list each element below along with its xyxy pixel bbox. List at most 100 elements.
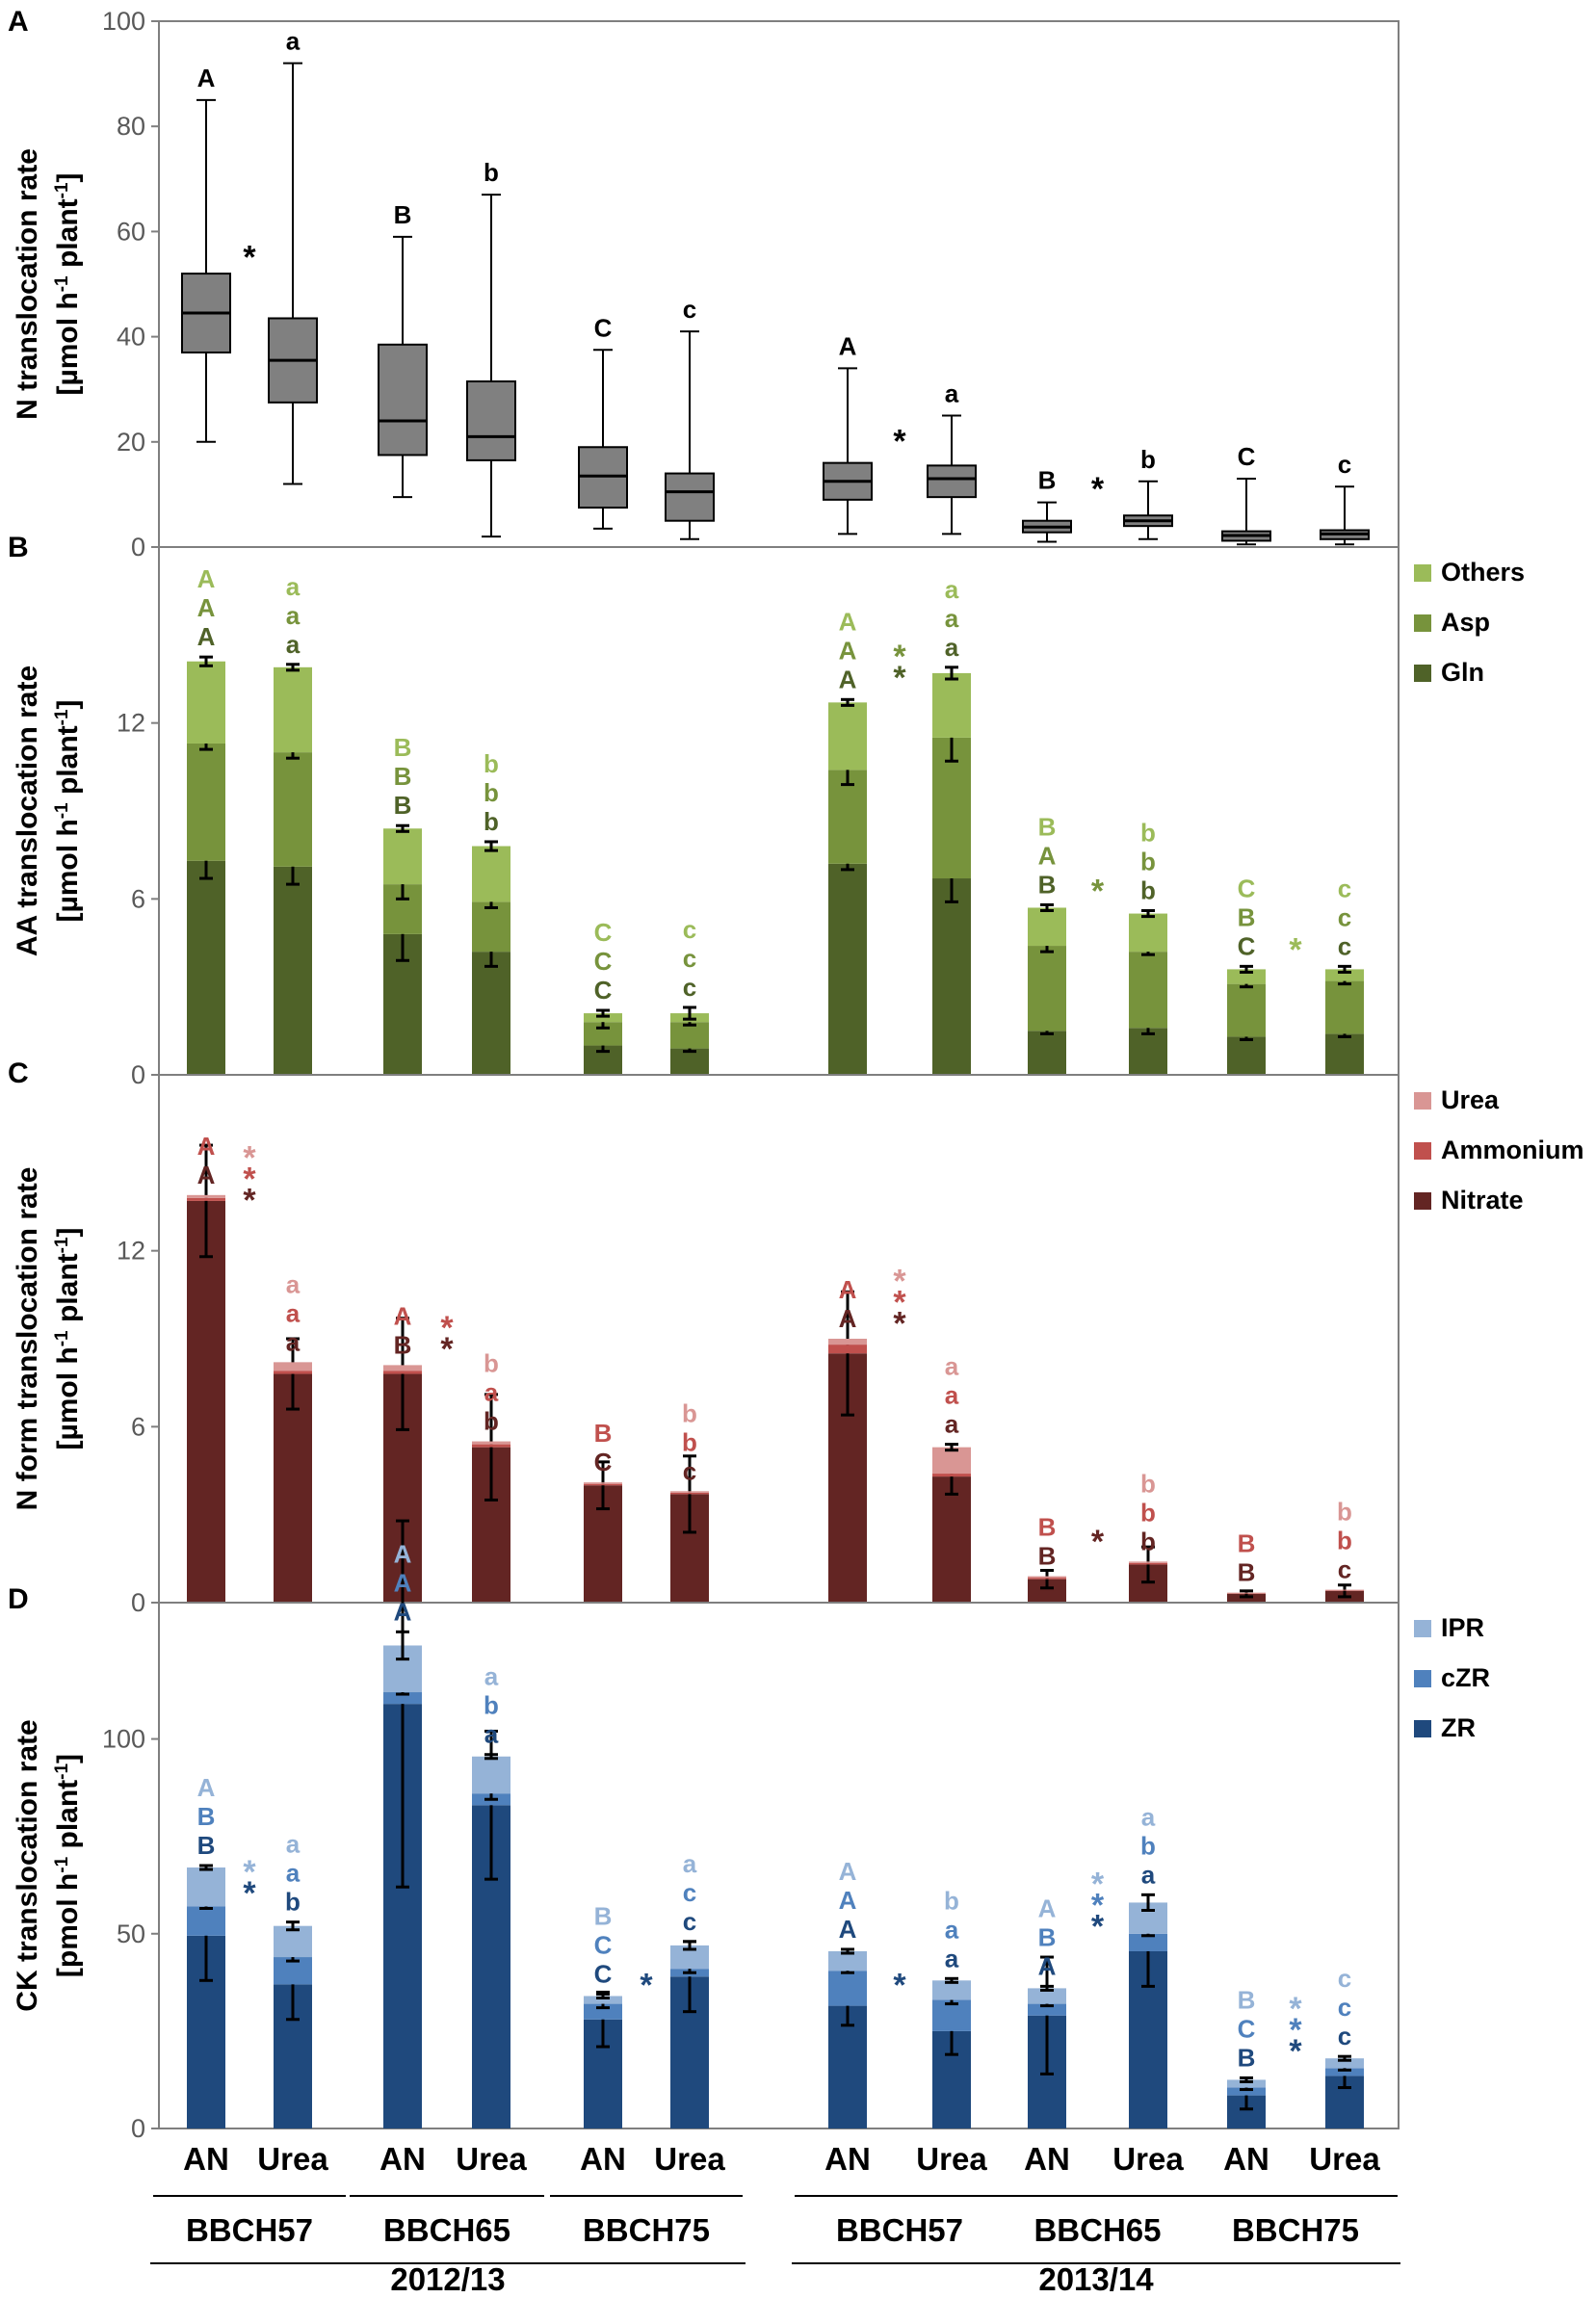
x-label-stage: BBCH57 [836,2212,963,2248]
legend-swatch-czr [1414,1670,1431,1687]
significance-letter: C [1238,442,1256,471]
significance-letter: b [1140,1527,1156,1555]
legend-label-czr: cZR [1441,1663,1490,1692]
significance-letter: a [286,572,301,601]
bar-segment-urea [1325,1589,1364,1591]
significance-letter: A [1038,841,1057,870]
bar-segment-asp [472,901,510,953]
significance-letter: b [1140,876,1156,905]
bar-segment-gln [274,866,312,1075]
significance-star: * [1091,1866,1105,1902]
legend-label-others: Others [1441,558,1525,587]
significance-star: * [440,1310,454,1346]
bar-segment-gln [1129,1028,1167,1075]
significance-letter: a [945,1410,959,1439]
significance-letter: a [683,1849,697,1878]
significance-letter: A [839,1275,857,1304]
y-axis-title-b: AA translocation rate [12,666,43,956]
significance-letter: c [683,1456,696,1485]
bar-segment-asp [1129,952,1167,1029]
x-label-treatment: AN [1024,2141,1070,2177]
significance-letter: A [394,1301,412,1330]
significance-letter: c [683,915,696,944]
bar-segment-others [1227,969,1266,984]
significance-letter: b [285,1888,301,1917]
bar-segment-nitrate [187,1200,225,1603]
significance-letter: b [1140,445,1156,474]
bar-segment-others [584,1013,622,1023]
bar-segment-urea [1129,1561,1167,1563]
bar-segment-gln [472,952,510,1075]
significance-letter: B [197,1831,216,1860]
bar-segment-others [1325,969,1364,981]
significance-letter: B [1038,1922,1057,1951]
bar-segment-ammonium [187,1197,225,1201]
x-label-treatment: AN [580,2141,626,2177]
bar-segment-ammonium [1325,1590,1364,1591]
bar-segment-ammonium [670,1492,709,1495]
significance-letter: B [394,1330,412,1359]
bar-segment-asp [1227,983,1266,1037]
significance-letter: a [484,1378,499,1407]
y-tick-label: 20 [117,428,145,457]
significance-star: * [893,660,906,696]
panel-label-c: C [8,1058,29,1089]
significance-letter: A [197,564,216,593]
legend-label-zr: ZR [1441,1713,1476,1742]
x-label-treatment: AN [183,2141,229,2177]
bar-segment-gln [1325,1033,1364,1075]
bar-segment-urea [1028,1576,1066,1579]
significance-letter: A [197,1161,216,1189]
significance-letter: c [1338,1993,1351,2022]
bar-segment-ipr [584,1996,622,2004]
significance-letter: B [1038,1513,1057,1542]
significance-letter: C [594,1448,613,1476]
bar-segment-others [932,672,971,738]
plot-frame-c [158,1074,1400,1604]
bar-segment-gln [187,860,225,1075]
legend-swatch-others [1414,564,1431,582]
bar-segment-urea [274,1362,312,1371]
bar-segment-ammonium [472,1444,510,1448]
significance-letter: c [683,1907,696,1936]
x-label-stage: BBCH65 [383,2212,510,2248]
significance-letter: b [484,807,499,836]
significance-letter: b [1140,848,1156,876]
panel-label-b: B [8,532,29,563]
bar-segment-czr [383,1692,422,1705]
significance-letter: b [682,1398,697,1427]
significance-letter: a [945,1915,959,1944]
significance-letter: c [1338,902,1351,931]
significance-letter: a [945,1944,959,1972]
significance-letter: C [1238,2014,1256,2043]
bar-segment-urea [1227,1592,1266,1594]
bar-segment-asp [274,752,312,867]
legend-swatch-gln [1414,665,1431,682]
legend-label-nitrate: Nitrate [1441,1186,1524,1214]
significance-letter: b [484,749,499,778]
significance-letter: B [1038,812,1057,841]
bar-segment-gln [1028,1031,1066,1075]
significance-star: * [893,1967,906,2003]
significance-letter: A [839,1857,857,1886]
legend-label-ammonium: Ammonium [1441,1136,1584,1164]
legend-swatch-urea [1414,1092,1431,1110]
bar-segment-others [274,666,312,753]
y-tick-label: 6 [131,884,145,913]
x-label-stage: BBCH75 [583,2212,710,2248]
significance-star: * [893,639,906,675]
significance-letter: a [484,1720,499,1749]
significance-letter: a [1141,1860,1156,1889]
bar-segment-gln [828,863,867,1075]
bar-segment-ammonium [1129,1562,1167,1565]
significance-letter: b [1140,1469,1156,1498]
significance-letter: b [1140,1831,1156,1860]
significance-letter: a [286,27,301,56]
significance-letter: c [1338,874,1351,902]
bar-segment-czr [828,1971,867,2006]
significance-letter: b [1337,1498,1352,1527]
x-label-treatment: AN [824,2141,871,2177]
significance-letter: a [945,604,959,633]
significance-letter: B [594,1901,613,1930]
significance-letter: C [594,313,613,342]
